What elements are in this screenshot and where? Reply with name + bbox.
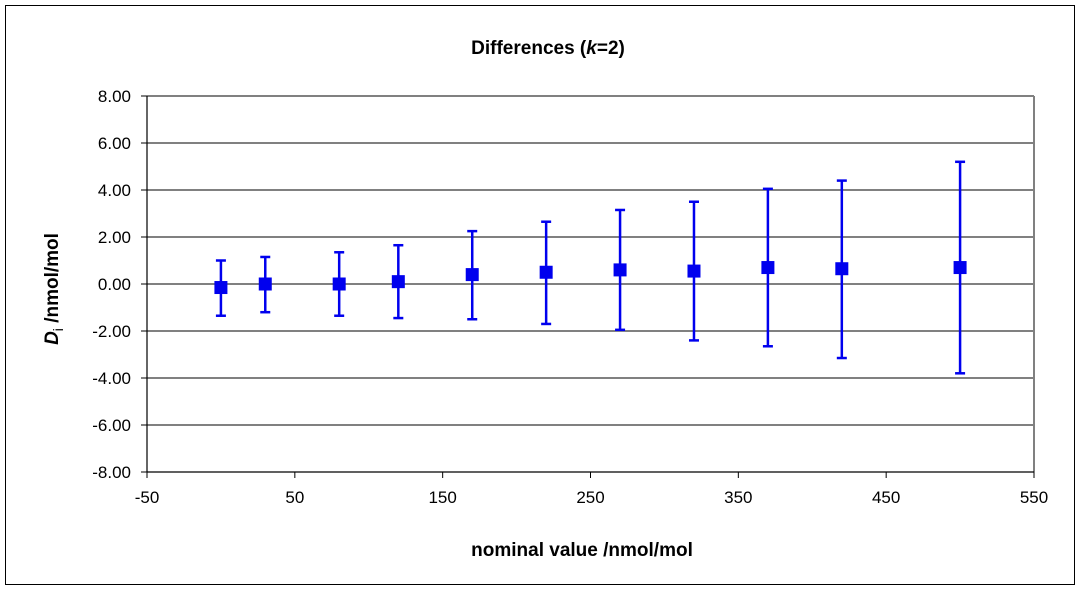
data-point — [214, 259, 228, 317]
y-tick-label: 2.00 — [98, 228, 131, 247]
data-point — [835, 179, 849, 360]
y-tick-label: -2.00 — [92, 322, 131, 341]
y-tick-labels: 8.00 6.00 4.00 2.00 0.00 -2.00 -4.00 -6.00 -8.00 — [92, 87, 131, 482]
data-point — [761, 187, 775, 348]
chart-title-k: k — [586, 38, 598, 59]
data-point — [953, 160, 967, 375]
x-tick-label: 50 — [285, 488, 304, 507]
x-tick-label: 150 — [428, 488, 456, 507]
marker-square — [214, 281, 228, 295]
y-tick-label: 0.00 — [98, 275, 131, 294]
x-tick-label: 550 — [1020, 488, 1048, 507]
data-points — [214, 160, 967, 375]
y-tick-label: 6.00 — [98, 134, 131, 153]
chart-svg: Differences (k=2) 8.00 6.00 4.00 2.00 0.00 -2… — [42, 38, 1048, 561]
grid-lines — [147, 95, 1034, 426]
y-tick-label: 8.00 — [98, 87, 131, 106]
y-axis-label-unit: /nmol/mol — [42, 233, 63, 328]
data-point — [465, 229, 479, 321]
data-point — [258, 255, 272, 314]
marker-square — [687, 264, 701, 278]
y-tick-label: -8.00 — [92, 463, 131, 482]
x-tick-label: 250 — [576, 488, 604, 507]
x-tick-label: 450 — [872, 488, 900, 507]
y-axis-label-symbol: D — [42, 331, 63, 345]
chart-title-tail: =2) — [597, 38, 625, 59]
data-point — [332, 251, 346, 317]
x-tick-label: -50 — [135, 488, 160, 507]
marker-square — [835, 262, 849, 276]
axes — [141, 95, 1035, 478]
marker-square — [953, 261, 967, 275]
marker-square — [761, 261, 775, 275]
marker-square — [465, 268, 479, 282]
chart-frame: Differences (k=2) 8.00 6.00 4.00 2.00 0.00 -2… — [5, 5, 1075, 585]
marker-square — [332, 277, 346, 291]
marker-square — [391, 275, 405, 289]
chart-title: Differences (k=2) — [471, 38, 625, 59]
y-axis-label: Di /nmol/mol — [42, 233, 66, 345]
y-tick-label: 4.00 — [98, 181, 131, 200]
y-axis-label-sub: i — [50, 328, 66, 331]
x-axis-label: nominal value /nmol/mol — [471, 540, 693, 561]
chart-title-main: Differences ( — [471, 38, 587, 59]
data-point — [539, 220, 553, 326]
marker-square — [258, 277, 272, 291]
x-tick-label: 350 — [724, 488, 752, 507]
y-tick-label: -6.00 — [92, 416, 131, 435]
y-tick-label: -4.00 — [92, 369, 131, 388]
marker-square — [613, 263, 627, 277]
data-point — [613, 208, 627, 332]
data-point — [391, 243, 405, 320]
marker-square — [539, 265, 553, 279]
data-point — [687, 200, 701, 342]
x-tick-labels: -50 50 150 250 350 450 550 — [135, 488, 1048, 507]
